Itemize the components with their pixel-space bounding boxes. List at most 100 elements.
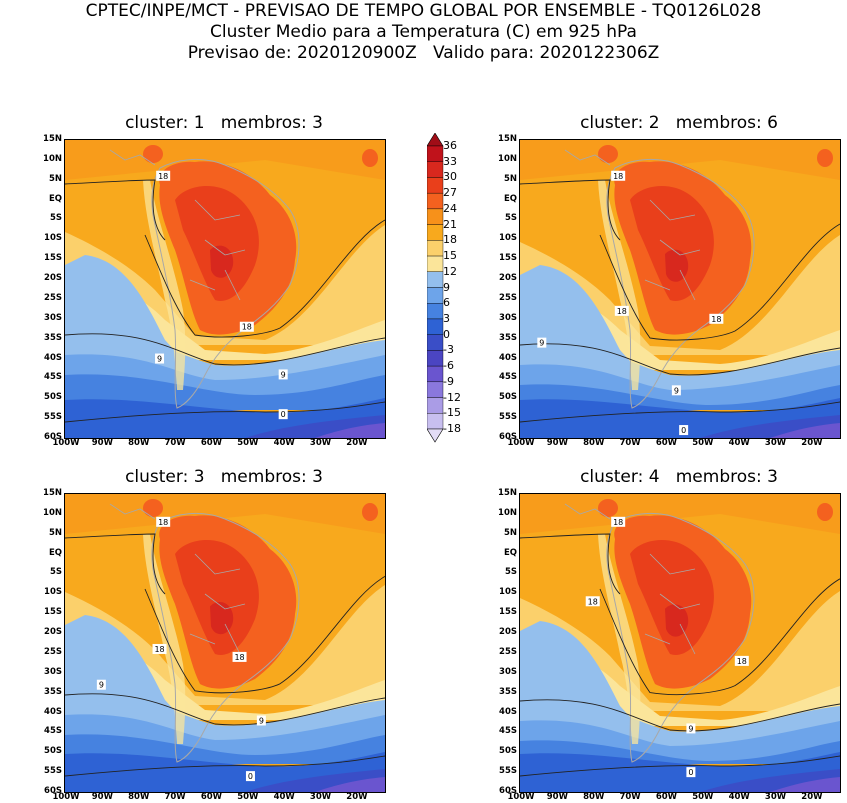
legend-tick-label: 12 (443, 264, 457, 278)
map-panel-cluster-2: 18 18 18 9 9 0 (519, 139, 841, 439)
y-tick-label: 55S (499, 412, 517, 423)
contour-line-9 (520, 343, 840, 376)
contour-line-0 (65, 755, 385, 777)
svg-text:9: 9 (674, 386, 679, 395)
temperature-field: 18 18 18 9 0 (520, 494, 840, 792)
legend-tick-label: -9 (443, 374, 454, 388)
legend-tick-label: -3 (443, 343, 454, 357)
svg-text:9: 9 (259, 716, 264, 725)
contour-label-9: 9 (537, 337, 547, 348)
temperature-field: 18 18 18 9 9 0 (520, 140, 840, 438)
band-neg-6 (770, 423, 840, 438)
y-tick-label: 20S (499, 273, 517, 284)
y-tick-label: 10S (499, 233, 517, 244)
y-tick-label: 45S (499, 726, 517, 737)
x-tick-label: 70W (619, 792, 641, 802)
x-tick-label: 60W (655, 438, 678, 448)
x-tick-label: 70W (164, 792, 186, 802)
y-tick-label: 30S (44, 666, 62, 677)
x-tick-label: 60W (655, 792, 678, 802)
y-tick-label: 25S (499, 646, 517, 657)
y-tick-label: 50S (499, 392, 517, 403)
coastline (606, 513, 755, 763)
andes-cool-strip (143, 180, 186, 390)
colorbar-swatch (426, 255, 444, 272)
y-tick-label: 15N (498, 488, 517, 498)
x-tick-label: 50W (237, 792, 259, 802)
svg-text:18: 18 (711, 315, 721, 324)
colorbar (426, 132, 444, 443)
y-tick-label: 40S (44, 352, 62, 363)
legend-tick-label: -15 (443, 406, 461, 420)
y-tick-label: 5N (48, 173, 62, 184)
colorbar-swatch (426, 365, 444, 383)
landmass-27-30 (630, 539, 714, 655)
contour-label-18: 18 (585, 596, 600, 607)
subtitle-variable: Cluster Medio para a Temperatura (C) em … (210, 22, 637, 42)
legend-tick-label: 30 (443, 170, 457, 184)
x-tick-label: 30W (764, 792, 787, 802)
y-tick-label: 55S (499, 766, 517, 777)
svg-text:18: 18 (234, 653, 244, 662)
legend-tick-label: 3 (443, 311, 450, 325)
x-tick-label: 90W (91, 792, 113, 802)
y-tick-label: 35S (499, 686, 517, 697)
colorbar-swatch (426, 428, 444, 443)
temperature-field: 18 18 9 9 0 (65, 140, 385, 438)
contour-label-9: 9 (155, 353, 165, 364)
colorbar-swatch (426, 192, 444, 210)
contour-label-9: 9 (686, 723, 696, 734)
x-tick-label: 100W (52, 438, 80, 448)
legend-tick-label: 33 (443, 154, 457, 168)
country-borders (189, 553, 246, 655)
svg-text:9: 9 (99, 681, 104, 690)
colorbar-swatch (426, 397, 444, 414)
x-tick-label: 20W (801, 792, 823, 802)
x-tick-label: 60W (200, 792, 223, 802)
y-tick-label: 5N (503, 173, 517, 184)
legend-tick-label: -18 (443, 422, 461, 435)
contour-line-0 (65, 401, 385, 423)
svg-text:18: 18 (158, 172, 168, 181)
central-america-coast (564, 503, 611, 520)
map-panel-cluster-4: 18 18 18 9 0 (519, 493, 841, 793)
central-america-coast (109, 149, 156, 166)
contour-line-18b (599, 223, 840, 341)
map-panel-cluster-3: 18 18 18 9 9 0 (64, 493, 386, 793)
y-tick-label: 15N (43, 134, 62, 144)
y-tick-label: 50S (499, 746, 517, 757)
y-tick-label: 25S (499, 292, 517, 303)
andes-cool-strip (143, 534, 186, 744)
andes-cool-strip (598, 180, 641, 390)
contour-line-18a (520, 179, 621, 241)
landmass-30-33 (210, 602, 234, 635)
y-tick-label: 60S (44, 432, 62, 442)
colorbar-swatch (426, 145, 444, 162)
central-america-coast (564, 149, 611, 166)
warm-island (817, 149, 833, 167)
y-tick-label: 5N (48, 527, 62, 538)
y-tick-label: 20S (44, 273, 62, 284)
y-tick-label: 5S (504, 567, 517, 578)
warm-island (362, 503, 378, 521)
y-tick-label: 5S (49, 567, 62, 578)
colorbar-swatch (426, 303, 444, 320)
y-tick-label: 30S (499, 666, 517, 677)
x-tick-label: 30W (309, 438, 332, 448)
svg-text:0: 0 (281, 410, 286, 419)
y-tick-label: 60S (499, 786, 517, 796)
x-tick-label: 40W (273, 792, 295, 802)
svg-text:18: 18 (242, 323, 252, 332)
legend-tick-label: 18 (443, 233, 457, 247)
y-tick-label: 35S (44, 686, 62, 697)
warm-island (143, 499, 163, 517)
panel-title-cluster-2: cluster: 2 membros: 6 (580, 113, 778, 133)
y-tick-label: 60S (44, 786, 62, 796)
y-tick-label: 20S (499, 627, 517, 638)
legend-tick-label: 24 (443, 201, 457, 215)
colorbar-swatch (426, 208, 444, 225)
contour-label-18: 18 (152, 643, 167, 654)
panel-title-cluster-4: cluster: 4 membros: 3 (580, 467, 778, 487)
warm-island (598, 499, 618, 517)
y-tick-label: 5N (503, 527, 517, 538)
